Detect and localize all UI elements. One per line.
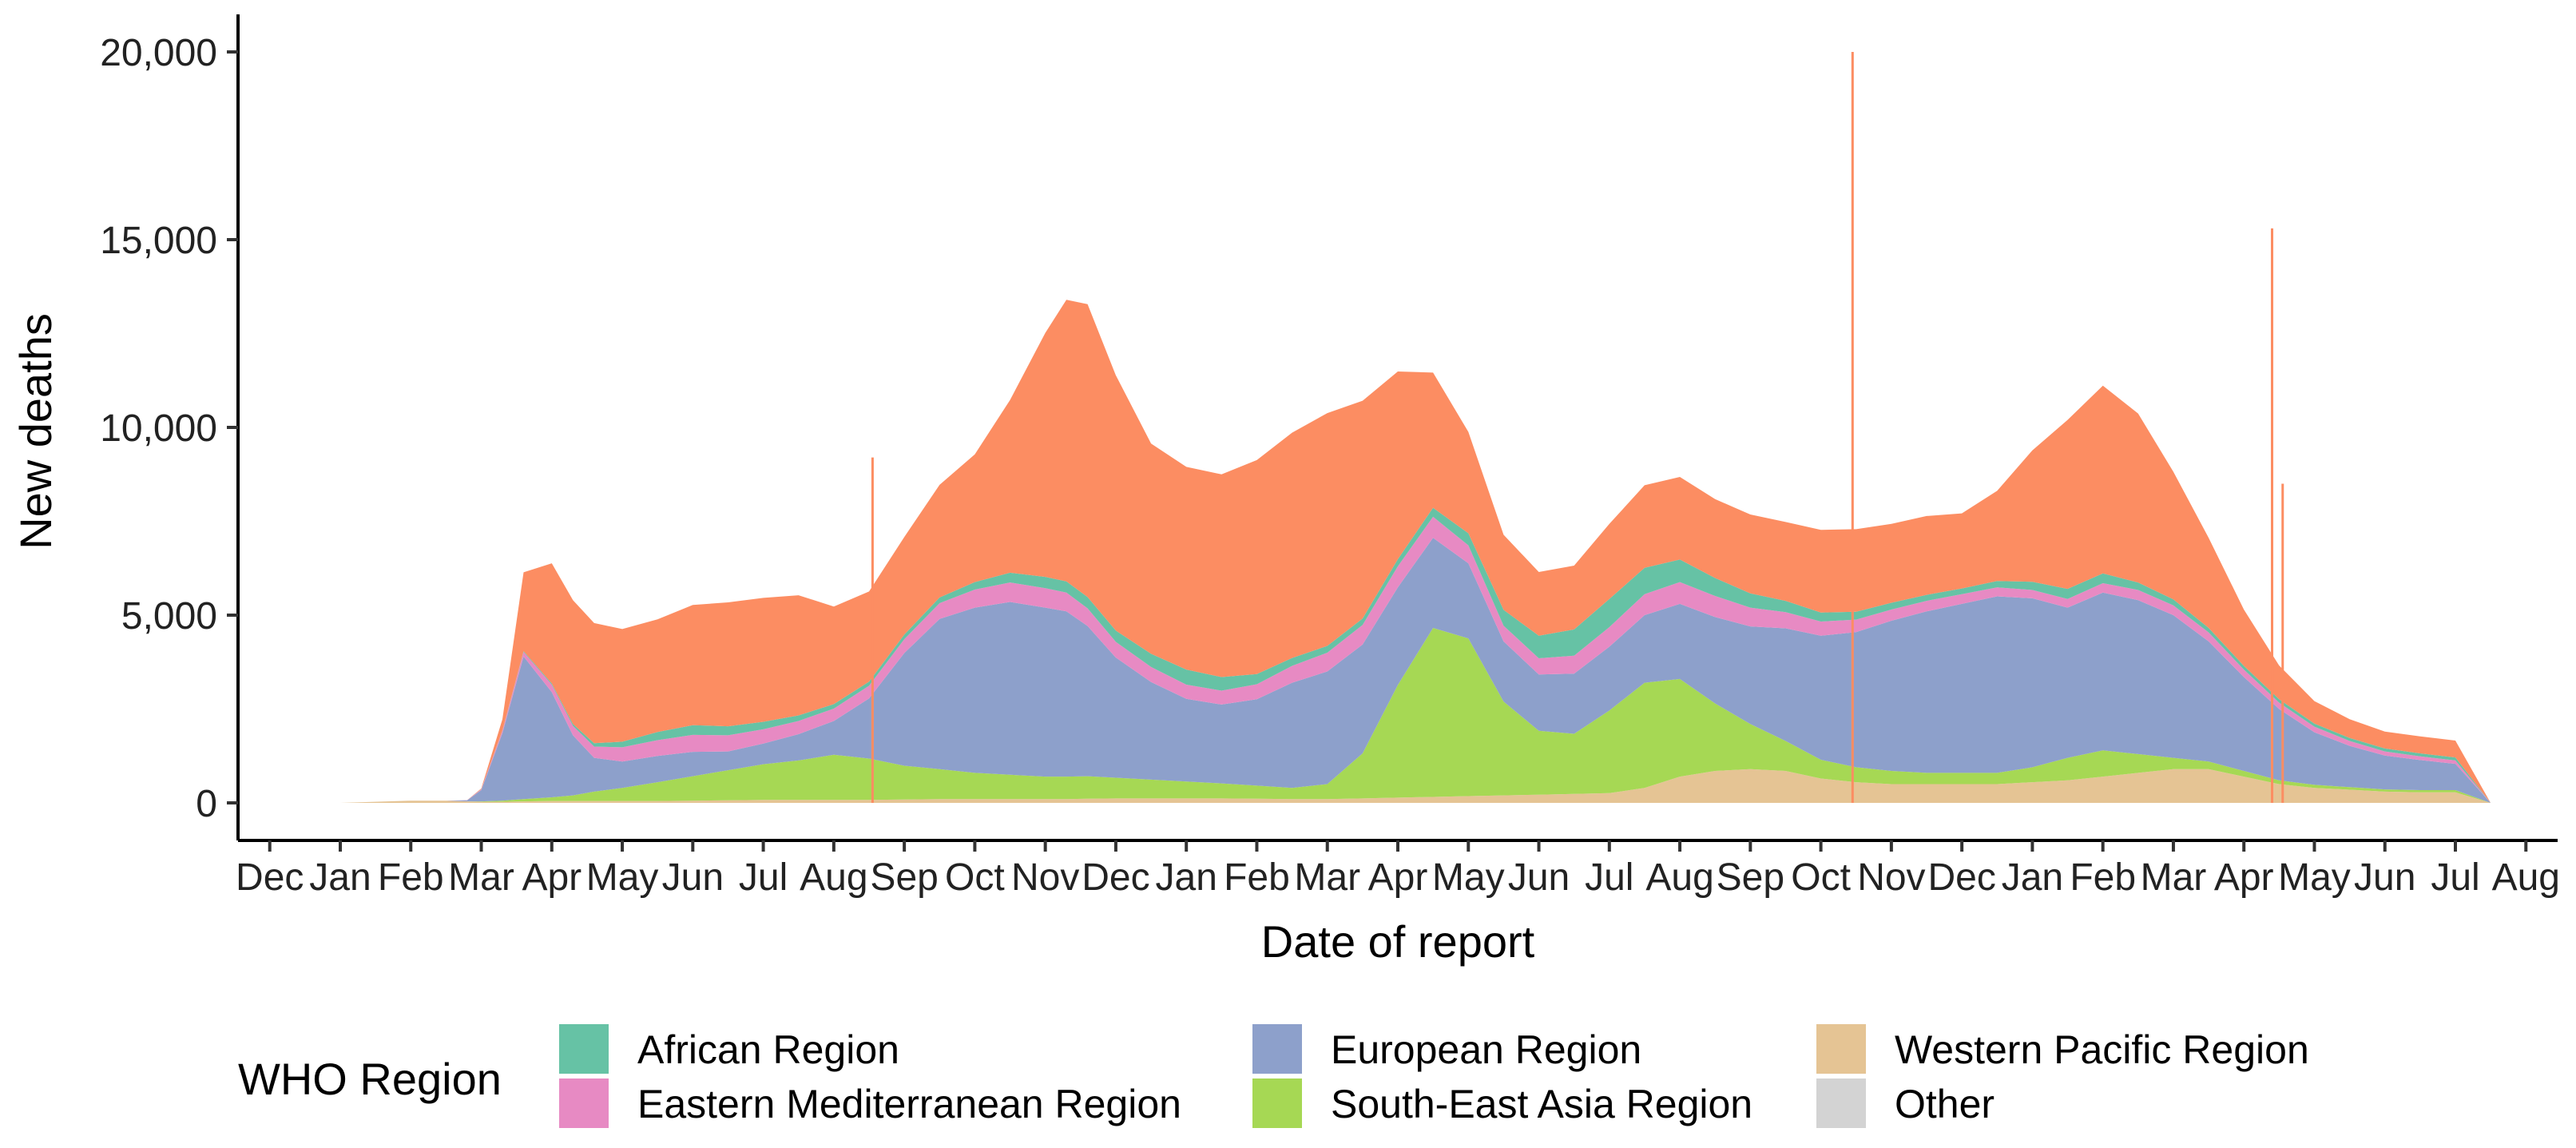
x-tick-label: Jun: [2354, 856, 2415, 899]
x-tick-label: Jul: [1585, 856, 1633, 899]
x-tick-label: Apr: [2214, 856, 2274, 899]
x-tick-label: Dec: [1082, 856, 1149, 899]
x-tick-label: Dec: [1927, 856, 1995, 899]
legend-swatch: [1252, 1078, 1302, 1128]
legend-title: WHO Region: [238, 1054, 502, 1104]
legend-label: European Region: [1331, 1027, 1641, 1072]
x-tick-label: May: [2278, 856, 2351, 899]
x-tick-label: Jan: [2002, 856, 2063, 899]
x-tick-label: Feb: [2070, 856, 2136, 899]
x-tick-label: Mar: [1294, 856, 1360, 899]
x-tick-label: Oct: [945, 856, 1005, 899]
x-tick-label: Aug: [1645, 856, 1713, 899]
y-tick-label: 20,000: [100, 32, 217, 74]
x-tick-label: Sep: [870, 856, 938, 899]
x-tick-label: Apr: [1368, 856, 1428, 899]
x-tick-label: Feb: [1224, 856, 1290, 899]
legend-swatch: [1816, 1024, 1866, 1074]
legend-item-eastern-mediterranean-region: Eastern Mediterranean Region: [559, 1078, 1181, 1128]
x-tick-label: Jan: [1156, 856, 1217, 899]
x-tick-label: Apr: [522, 856, 581, 899]
x-tick-label: Jan: [309, 856, 371, 899]
x-tick-label: May: [586, 856, 659, 899]
stacked-bar-chart: 05,00010,00015,00020,000Dec Jan Feb Mar Apr M…: [0, 0, 2576, 1148]
x-tick-label: Aug: [800, 856, 867, 899]
x-tick-label: Jun: [662, 856, 724, 899]
x-tick-label: Aug: [2492, 856, 2560, 899]
legend-item-south-east-asia-region: South-East Asia Region: [1252, 1078, 1752, 1128]
legend-item-african-region: African Region: [559, 1024, 899, 1074]
x-tick-label: Oct: [1791, 856, 1851, 899]
x-tick-label: Nov: [1857, 856, 1925, 899]
legend-item-european-region: European Region: [1252, 1024, 1641, 1074]
x-tick-label: Mar: [448, 856, 514, 899]
x-tick-label: Dec: [236, 856, 304, 899]
x-tick-label: Jun: [1508, 856, 1570, 899]
legend-swatch: [1816, 1078, 1866, 1128]
x-tick-label: Sep: [1717, 856, 1784, 899]
legend-swatch: [559, 1078, 609, 1128]
legend-swatch: [1252, 1024, 1302, 1074]
legend-label: Western Pacific Region: [1895, 1027, 2309, 1072]
y-tick-label: 5,000: [121, 595, 217, 638]
y-axis-title: New deaths: [10, 313, 61, 550]
legend: WHO Region African Region Eastern Mediter…: [238, 1024, 2309, 1128]
x-tick-label: Mar: [2141, 856, 2207, 899]
y-tick-label: 15,000: [100, 220, 217, 262]
y-tick-label: 0: [196, 783, 217, 825]
x-axis-title: Date of report: [1261, 916, 1535, 967]
x-tick-label: Jul: [2431, 856, 2479, 899]
legend-item-western-pacific-region: Western Pacific Region: [1816, 1024, 2309, 1074]
legend-swatch: [559, 1024, 609, 1074]
x-tick-label: Nov: [1011, 856, 1079, 899]
x-tick-label: Feb: [378, 856, 444, 899]
legend-label: Eastern Mediterranean Region: [637, 1082, 1181, 1126]
legend-label: South-East Asia Region: [1331, 1082, 1752, 1126]
legend-label: African Region: [637, 1027, 899, 1072]
y-tick-label: 10,000: [100, 407, 217, 450]
x-tick-label: May: [1432, 856, 1505, 899]
x-tick-label: Jul: [739, 856, 788, 899]
legend-item-other: Other: [1816, 1078, 1995, 1128]
plot-area: [270, 52, 2526, 803]
legend-label: Other: [1895, 1082, 1995, 1126]
